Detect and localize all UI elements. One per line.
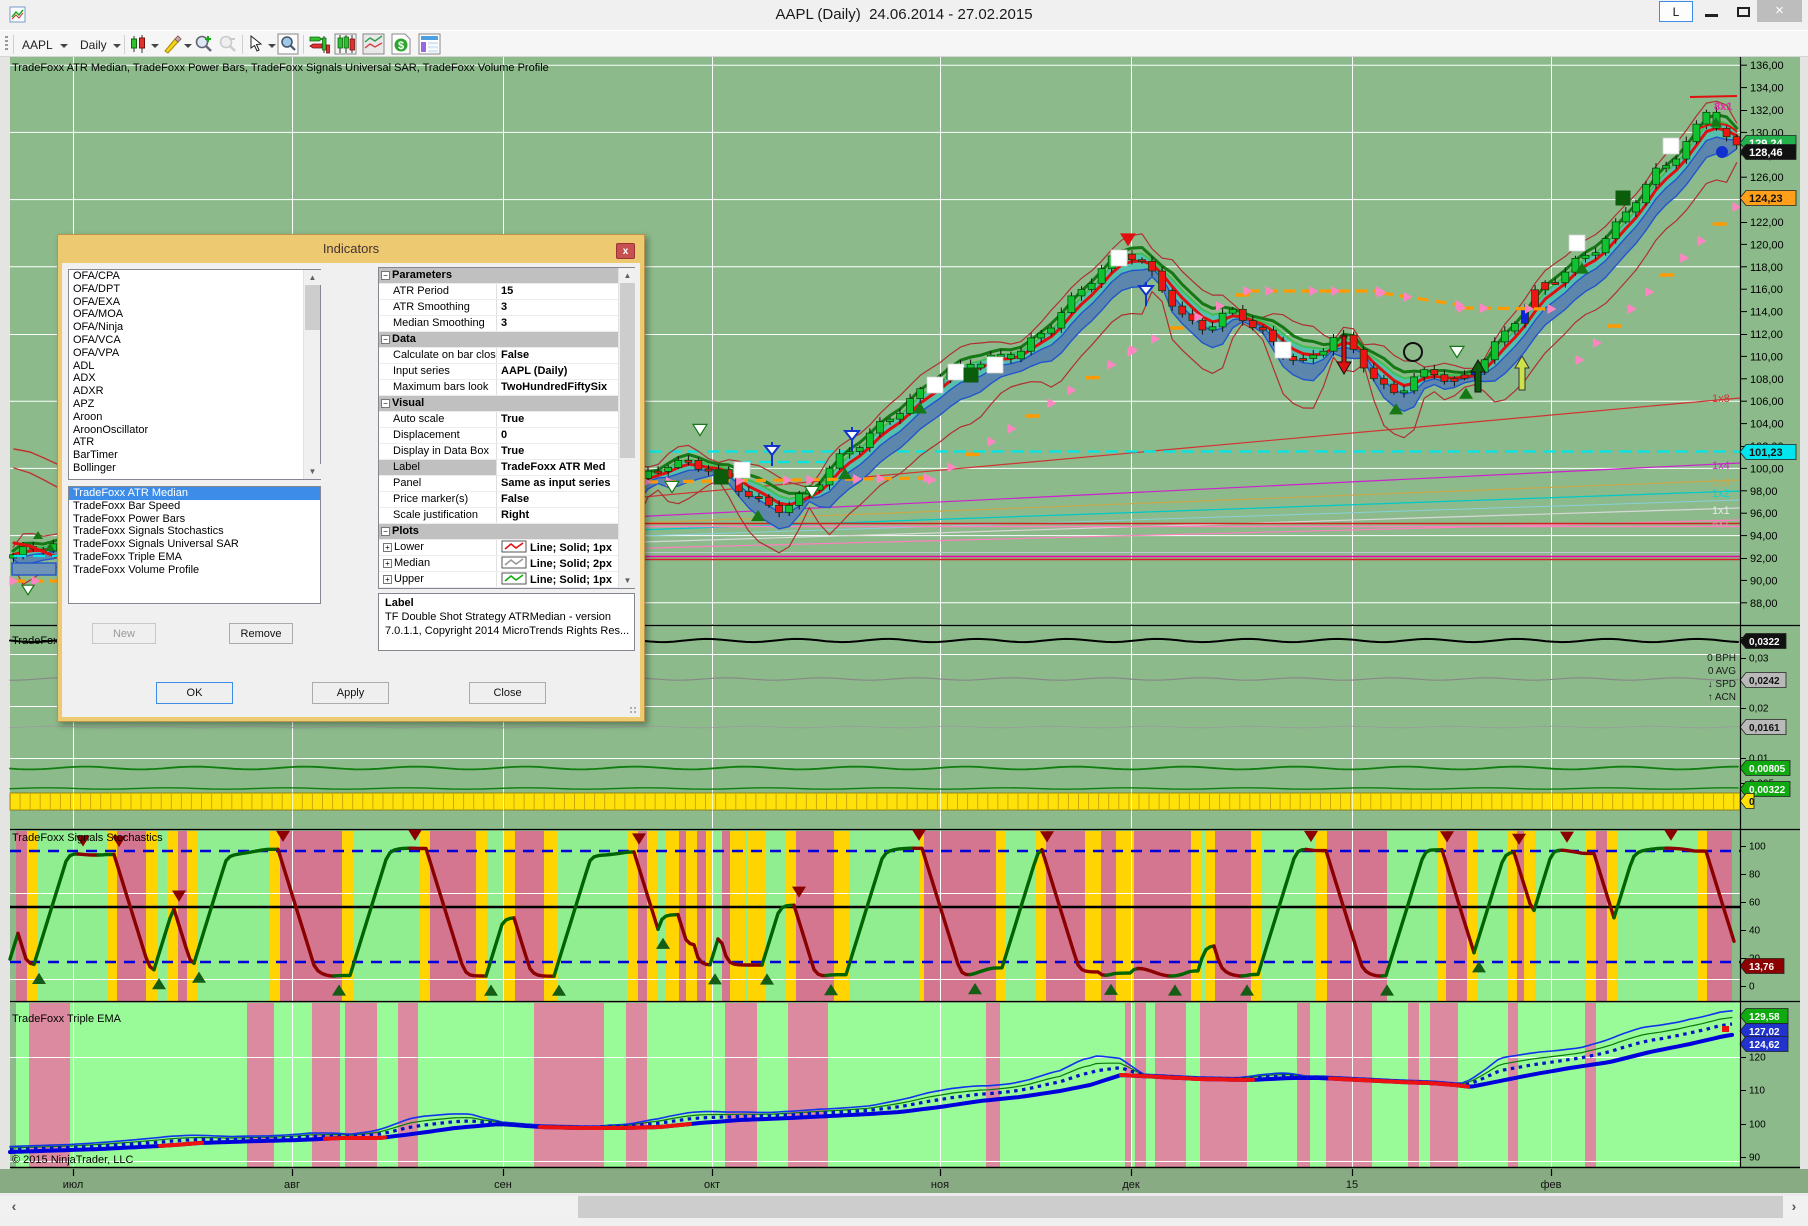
svg-text:авг: авг: [284, 1179, 300, 1191]
svg-text:90: 90: [1749, 1153, 1761, 1164]
svg-text:124,23: 124,23: [1749, 193, 1783, 205]
svg-text:сен: сен: [494, 1179, 512, 1191]
svg-text:60: 60: [1749, 898, 1761, 909]
svg-text:92,00: 92,00: [1750, 553, 1778, 565]
svg-text:дек: дек: [1122, 1179, 1140, 1191]
svg-text:1x2: 1x2: [1712, 488, 1730, 500]
svg-text:100: 100: [1749, 1120, 1766, 1131]
svg-text:↓ SPD: ↓ SPD: [1708, 679, 1736, 690]
svg-text:окт: окт: [704, 1179, 720, 1191]
svg-text:98,00: 98,00: [1750, 486, 1778, 498]
svg-text:0 AVG: 0 AVG: [1708, 666, 1736, 677]
svg-text:фев: фев: [1540, 1179, 1561, 1191]
svg-text:1x3: 1x3: [1712, 477, 1730, 489]
svg-text:0,0322: 0,0322: [1749, 637, 1780, 648]
svg-text:122,00: 122,00: [1750, 217, 1784, 229]
svg-text:118,00: 118,00: [1750, 262, 1783, 274]
svg-text:40: 40: [1749, 926, 1761, 937]
svg-text:94,00: 94,00: [1750, 531, 1778, 543]
svg-text:↑ ACN: ↑ ACN: [1708, 692, 1736, 703]
svg-text:96,00: 96,00: [1750, 508, 1778, 520]
svg-text:TradeFoxx Triple EMA: TradeFoxx Triple EMA: [12, 1013, 122, 1025]
svg-text:124,62: 124,62: [1749, 1040, 1780, 1051]
svg-text:0,02: 0,02: [1749, 704, 1769, 715]
svg-text:0,0242: 0,0242: [1749, 676, 1780, 687]
svg-text:0: 0: [1749, 982, 1755, 993]
svg-text:0,03: 0,03: [1749, 654, 1769, 665]
svg-text:13,76: 13,76: [1749, 962, 1774, 973]
svg-text:ноя: ноя: [931, 1179, 949, 1191]
svg-text:110,00: 110,00: [1750, 351, 1783, 363]
svg-text:0,01: 0,01: [1749, 754, 1769, 765]
svg-text:0 BPH: 0 BPH: [1707, 653, 1736, 664]
svg-text:© 2015 NinjaTrader, LLC: © 2015 NinjaTrader, LLC: [12, 1154, 133, 1166]
svg-text:100: 100: [1749, 842, 1766, 853]
svg-text:‹: ‹: [12, 1198, 17, 1214]
svg-text:TradeFoxx Signals Stochastics: TradeFoxx Signals Stochastics: [12, 832, 163, 844]
svg-text:116,00: 116,00: [1750, 284, 1783, 296]
svg-text:1x1: 1x1: [1712, 505, 1730, 517]
svg-text:0,00805: 0,00805: [1749, 764, 1786, 775]
svg-text:88,00: 88,00: [1750, 598, 1778, 610]
svg-text:110: 110: [1749, 1086, 1765, 1097]
svg-text:126,00: 126,00: [1750, 172, 1784, 184]
svg-text:112,00: 112,00: [1750, 329, 1783, 341]
svg-text:›: ›: [1792, 1198, 1797, 1214]
svg-text:TradeFoxx ATR Median, TradeFox: TradeFoxx ATR Median, TradeFoxx Power Ba…: [12, 62, 549, 74]
svg-text:104,00: 104,00: [1750, 419, 1784, 431]
svg-text:128,46: 128,46: [1749, 147, 1783, 159]
svg-text:8x1: 8x1: [1714, 101, 1732, 113]
svg-text:90,00: 90,00: [1750, 575, 1778, 587]
svg-text:0: 0: [1749, 797, 1755, 808]
svg-text:106,00: 106,00: [1750, 396, 1784, 408]
svg-text:132,00: 132,00: [1750, 105, 1784, 117]
svg-text:108,00: 108,00: [1750, 374, 1784, 386]
svg-text:0,0161: 0,0161: [1749, 723, 1780, 734]
svg-text:июл: июл: [63, 1179, 84, 1191]
svg-text:129,58: 129,58: [1749, 1012, 1780, 1023]
svg-text:15: 15: [1346, 1179, 1358, 1191]
svg-text:101,23: 101,23: [1749, 447, 1783, 459]
svg-text:120,00: 120,00: [1750, 239, 1784, 251]
svg-text:1x4: 1x4: [1712, 460, 1730, 472]
svg-text:100,00: 100,00: [1750, 463, 1784, 475]
svg-text:127,02: 127,02: [1749, 1027, 1780, 1038]
svg-text:1x8: 1x8: [1712, 393, 1730, 405]
svg-text:136,00: 136,00: [1750, 60, 1784, 72]
svg-text:$: $: [398, 40, 404, 52]
svg-text:8x1: 8x1: [1712, 518, 1730, 530]
svg-text:120: 120: [1749, 1053, 1766, 1064]
svg-text:80: 80: [1749, 870, 1761, 881]
svg-text:0,00322: 0,00322: [1749, 785, 1786, 796]
svg-text:134,00: 134,00: [1750, 83, 1784, 95]
svg-text:114,00: 114,00: [1750, 307, 1783, 319]
